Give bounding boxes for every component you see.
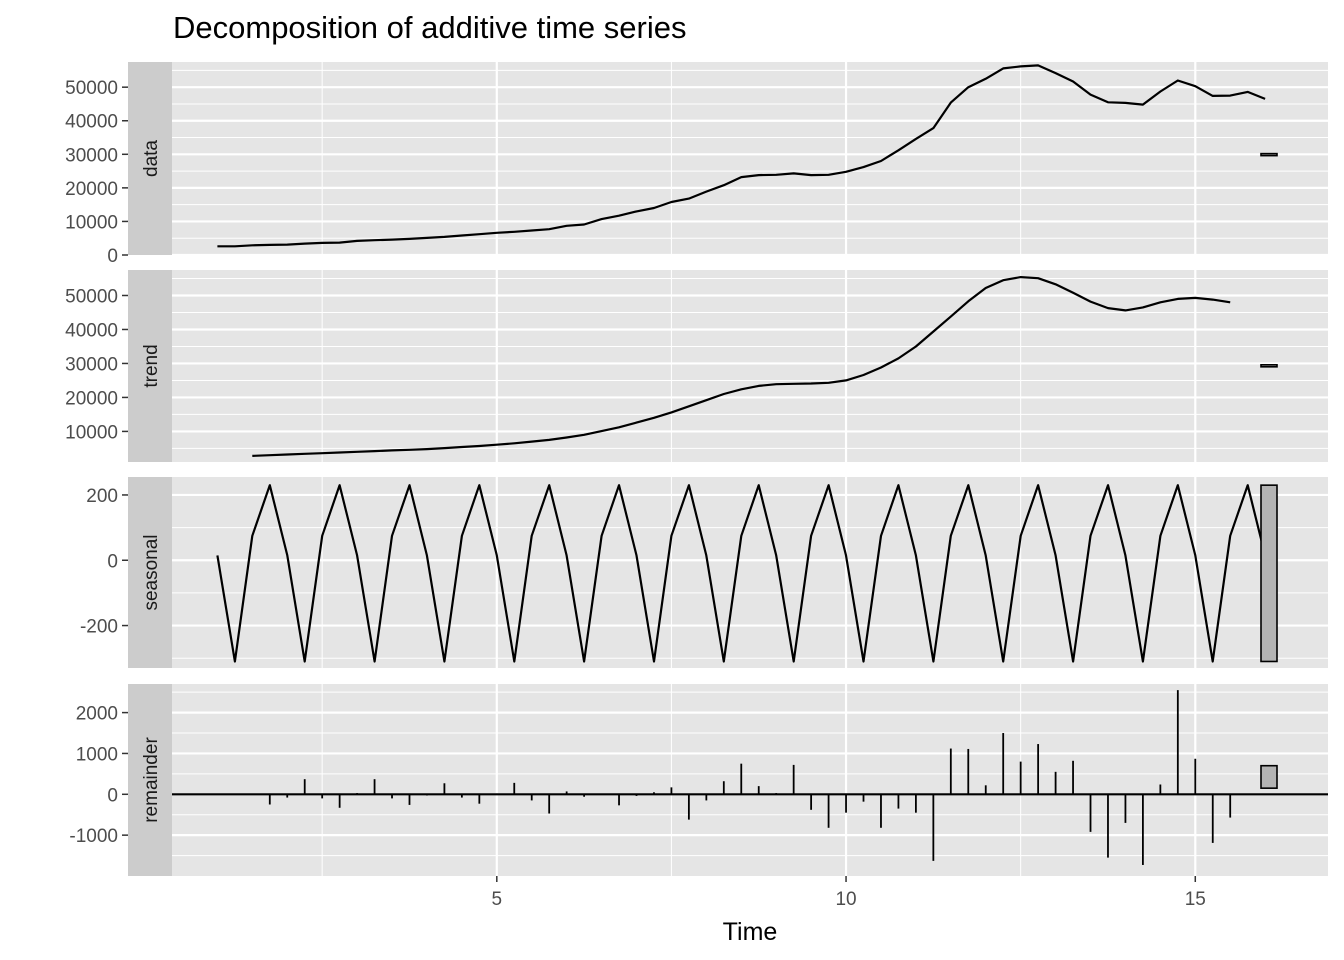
strip-label-data: data [141, 140, 162, 177]
y-tick-label-remainder: 0 [107, 785, 118, 806]
y-tick-label-trend: 40000 [65, 320, 118, 341]
y-tick-label-remainder: 1000 [76, 744, 118, 765]
y-tick-label-data: 30000 [65, 145, 118, 166]
y-tick-label-remainder: -1000 [69, 826, 118, 847]
y-tick-label-data: 10000 [65, 212, 118, 233]
y-tick-label-trend: 10000 [65, 422, 118, 443]
y-tick-label-data: 0 [107, 246, 118, 267]
range-bar-remainder [1260, 764, 1278, 789]
panel-bg-remainder [172, 684, 1328, 876]
x-tick-label: 10 [835, 889, 856, 910]
range-bar-seasonal [1260, 484, 1278, 663]
panel-bg-data [172, 62, 1328, 255]
series-line-seasonal [216, 484, 1267, 663]
y-tick-label-remainder: 2000 [76, 704, 118, 725]
x-axis: 5 10 15 [492, 876, 1206, 910]
y-tick-label-seasonal: -200 [80, 617, 118, 638]
panel-seasonal: seasonal -200 0 200 [80, 477, 1328, 668]
series-line-trend [252, 276, 1231, 457]
series-line-data [217, 64, 1266, 248]
panels: data01000020000300004000050000trend10000… [65, 62, 1328, 876]
strip-label-seasonal: seasonal [141, 534, 162, 610]
y-tick-label-data: 50000 [65, 78, 118, 99]
strip-trend [128, 270, 172, 462]
x-tick-label: 5 [492, 889, 503, 910]
y-tick-label-trend: 50000 [65, 286, 118, 307]
chart-title: Decomposition of additive time series [173, 10, 686, 45]
strip-label-trend: trend [141, 344, 162, 387]
y-tick-label-data: 40000 [65, 112, 118, 133]
y-tick-label-trend: 20000 [65, 388, 118, 409]
range-bar-trend [1260, 364, 1278, 368]
range-bar-data [1260, 152, 1278, 157]
y-tick-label-seasonal: 200 [86, 486, 118, 507]
strip-data [128, 62, 172, 255]
y-tick-label-trend: 30000 [65, 354, 118, 375]
y-tick-label-data: 20000 [65, 179, 118, 200]
x-tick-label: 15 [1185, 889, 1206, 910]
panel-bg-trend [172, 270, 1328, 462]
panel-trend: trend 10000 20000 30000 40000 50000 [65, 270, 1328, 462]
panel-data: data 0 10000 20000 30000 40000 50000 [65, 62, 1328, 267]
strip-remainder [128, 684, 172, 876]
y-tick-label-seasonal: 0 [107, 551, 118, 572]
strip-seasonal [128, 477, 172, 668]
x-axis-title: Time [723, 918, 778, 946]
panel-remainder: remainder -1000 0 1000 2000 [69, 684, 1328, 876]
strip-label-remainder: remainder [141, 737, 162, 823]
